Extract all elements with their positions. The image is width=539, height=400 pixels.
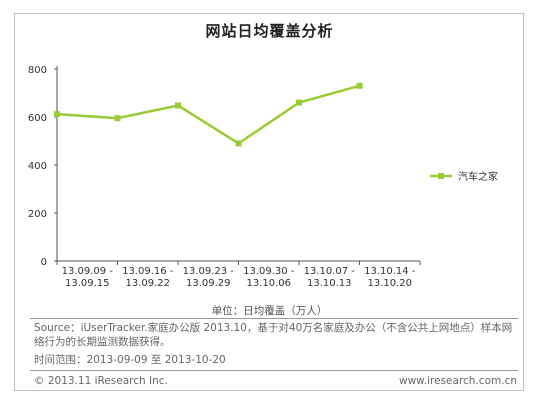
legend: 汽车之家 [430, 170, 498, 183]
divider [30, 370, 518, 371]
source-note: Source：iUserTracker.家庭办公版 2013.10，基于对40万… [34, 322, 513, 348]
series [54, 82, 363, 147]
x-tick-label: 13.09.23 -13.09.29 [183, 266, 235, 289]
y-tick-label: 600 [28, 113, 47, 124]
legend-label: 汽车之家 [458, 170, 498, 183]
chart-title: 网站日均覆盖分析 [205, 22, 334, 40]
y-tick-label: 400 [28, 161, 47, 172]
data-point [296, 99, 302, 106]
data-point [54, 111, 60, 118]
x-axis-unit-label: 单位：日均覆盖（万人） [211, 305, 328, 317]
x-tick-label: 13.10.07 -13.10.13 [304, 266, 356, 289]
website-link[interactable]: www.iresearch.com.cn [398, 375, 517, 387]
x-tick-label: 13.09.16 -13.09.22 [122, 266, 174, 289]
x-tick-label: 13.10.14 -13.10.20 [364, 266, 416, 289]
series-line [56, 84, 360, 145]
divider [30, 318, 518, 319]
y-tick-label: 200 [28, 209, 47, 220]
data-point [114, 115, 121, 122]
y-tick-label: 0 [41, 257, 47, 268]
chart-frame [14, 13, 524, 391]
y-tick-label: 800 [28, 65, 47, 76]
x-tick-label: 13.09.09 -13.09.15 [62, 266, 114, 289]
copyright: © 2013.11 iResearch Inc. [34, 375, 168, 387]
data-point [235, 140, 242, 147]
y-tick-labels: 0 200 400 600 800 [28, 65, 57, 268]
legend-marker [438, 173, 444, 179]
data-point [175, 102, 181, 109]
time-range: 时间范围：2013-09-09 至 2013-10-20 [34, 354, 226, 366]
x-tick-labels: 13.09.09 -13.09.15 13.09.16 -13.09.22 13.0… [56, 261, 421, 289]
data-point [356, 82, 363, 89]
x-tick-label: 13.09.30 -13.10.06 [243, 266, 295, 289]
axes [56, 66, 420, 262]
